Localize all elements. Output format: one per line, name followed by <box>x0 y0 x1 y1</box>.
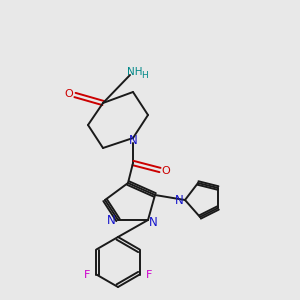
Text: O: O <box>162 166 170 176</box>
Text: H: H <box>141 71 147 80</box>
Text: N: N <box>175 194 183 208</box>
Text: F: F <box>146 271 152 281</box>
Text: O: O <box>64 89 74 99</box>
Text: N: N <box>106 214 116 227</box>
Text: F: F <box>84 271 91 281</box>
Text: N: N <box>129 134 137 148</box>
Text: NH: NH <box>127 67 143 77</box>
Text: N: N <box>148 217 158 230</box>
